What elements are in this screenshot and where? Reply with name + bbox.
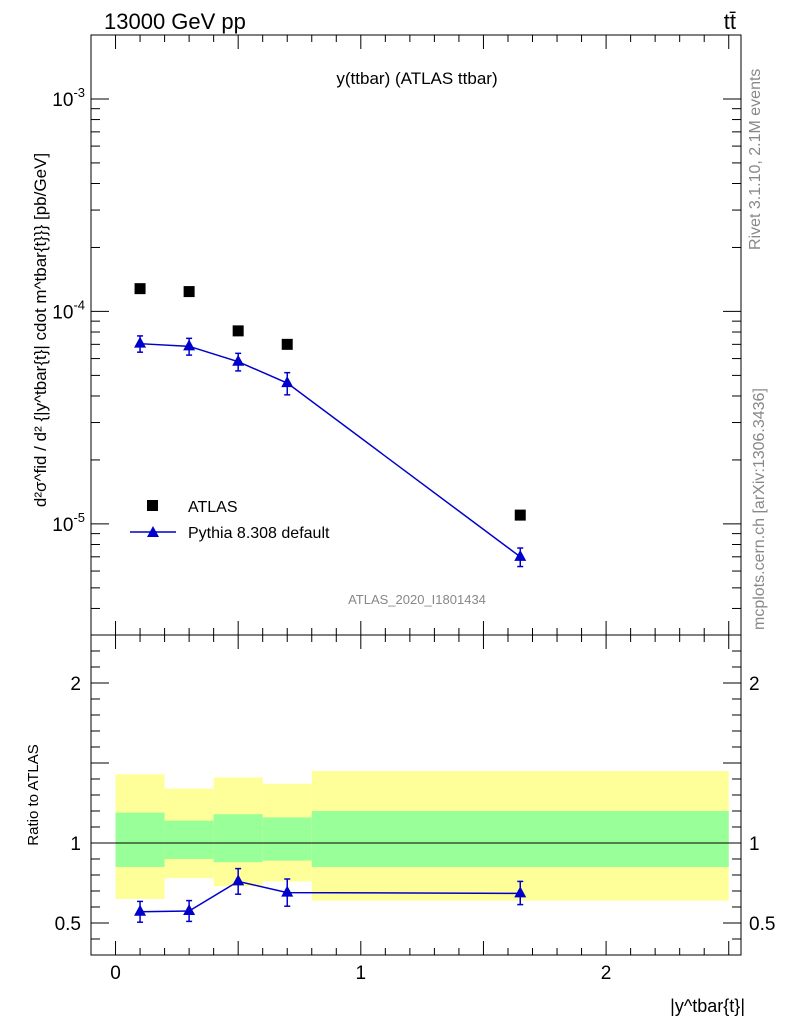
pythia-point [232, 354, 245, 366]
process-label: tt̄ [724, 9, 736, 34]
x-tick-label: 1 [356, 963, 367, 984]
atlas-point [183, 286, 195, 298]
y-tick-label: 10-5 [52, 510, 85, 536]
ratio-y-tick-label-right: 2 [749, 674, 760, 695]
ratio-y-tick-label: 0.5 [55, 914, 81, 935]
main-y-axis-label: d²σ^fid / d² {|y^tbar{t}| cdot m^tbar{t}… [31, 153, 50, 507]
energy-label: 13000 GeV pp [104, 9, 246, 34]
ratio-uncertainty-bands [115, 771, 729, 901]
pythia-point [134, 336, 147, 348]
analysis-label: ATLAS_2020_I1801434 [348, 592, 486, 607]
y-tick-label: 10-3 [52, 85, 85, 111]
ratio-pythia-point [514, 886, 527, 898]
ratio-y-tick-label-right: 1 [749, 834, 760, 855]
ratio-axis-ticks: 0.5 0.5 1 1 2 2 0 1 2 [55, 635, 775, 984]
main-plot-title: y(ttbar) (ATLAS ttbar) [336, 69, 497, 88]
mcplots-label: mcplots.cern.ch [arXiv:1306.3436] [751, 388, 768, 630]
ratio-panel: 0.5 0.5 1 1 2 2 0 1 2 Ratio to ATLAS |y^tbar{t}| [25, 634, 775, 1016]
atlas-point [514, 509, 526, 521]
atlas-point [232, 325, 244, 337]
main-series-layer [134, 283, 527, 568]
green-band-bin [213, 814, 263, 863]
pythia-point [183, 339, 196, 351]
legend: ATLAS Pythia 8.308 default [130, 499, 330, 542]
x-tick-label: 2 [601, 963, 612, 984]
green-band-bin [164, 820, 214, 859]
main-plot-area [90, 34, 742, 636]
green-band-bin [262, 817, 312, 861]
ratio-pythia-point [183, 904, 196, 915]
legend-pythia-label: Pythia 8.308 default [188, 525, 330, 542]
x-axis-label: |y^tbar{t}| [670, 996, 745, 1016]
ratio-y-axis-label: Ratio to ATLAS [25, 744, 42, 845]
x-tick-label: 0 [110, 963, 121, 984]
ratio-pythia-point [134, 904, 147, 916]
legend-atlas-marker [147, 500, 158, 511]
ratio-pythia-point [281, 885, 294, 897]
ratio-y-tick-label-right: 0.5 [749, 914, 775, 935]
atlas-point [281, 338, 293, 350]
main-panel: 10-3 10-4 10-5 y(ttbar) (ATLAS ttbar) ATLA… [31, 34, 742, 636]
ratio-y-tick-label: 2 [70, 674, 81, 695]
ratio-pythia-point [232, 874, 245, 886]
main-frame [90, 34, 742, 636]
y-tick-label: 10-4 [52, 297, 85, 323]
green-band-bin [311, 811, 729, 867]
main-axis-ticks: 10-3 10-4 10-5 [52, 34, 741, 636]
green-band-bin [115, 812, 165, 867]
ratio-series-layer [134, 867, 527, 923]
atlas-point [134, 283, 146, 295]
pythia-point [281, 376, 294, 388]
ratio-y-tick-label: 1 [70, 834, 81, 855]
legend-atlas-label: ATLAS [188, 499, 238, 516]
pythia-point [514, 549, 527, 561]
legend-pythia-marker [147, 526, 159, 537]
rivet-version-label: Rivet 3.1.10, 2.1M events [747, 69, 764, 250]
